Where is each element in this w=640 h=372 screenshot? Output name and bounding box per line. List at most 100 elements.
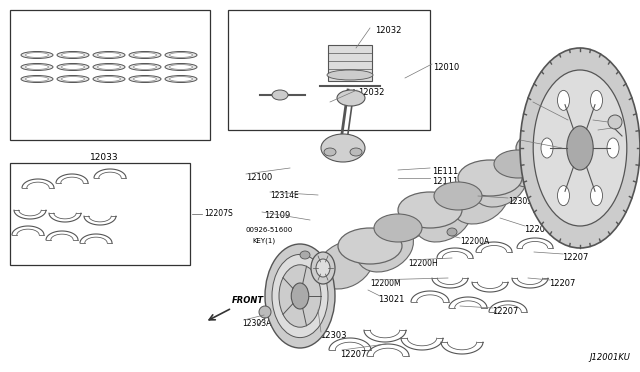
Ellipse shape: [170, 65, 193, 70]
Ellipse shape: [97, 65, 120, 70]
Ellipse shape: [516, 130, 580, 166]
Text: 12303A: 12303A: [242, 319, 271, 328]
Bar: [228, 10, 430, 130]
Ellipse shape: [494, 150, 542, 178]
Text: 12333: 12333: [595, 118, 621, 127]
Text: 12314E: 12314E: [270, 191, 299, 200]
Ellipse shape: [272, 90, 288, 100]
Ellipse shape: [541, 138, 553, 158]
Text: 12200: 12200: [524, 225, 550, 234]
Ellipse shape: [129, 76, 161, 83]
Ellipse shape: [591, 90, 602, 110]
Ellipse shape: [434, 182, 482, 210]
Ellipse shape: [474, 163, 527, 207]
Text: 12100: 12100: [246, 173, 272, 182]
Ellipse shape: [374, 214, 422, 242]
Text: 12200A: 12200A: [460, 237, 489, 246]
Ellipse shape: [21, 51, 53, 58]
Bar: [328, 45, 372, 81]
Text: 12303F: 12303F: [508, 197, 536, 206]
Ellipse shape: [165, 76, 197, 83]
Ellipse shape: [350, 148, 362, 156]
Ellipse shape: [311, 252, 335, 284]
Ellipse shape: [165, 64, 197, 71]
Ellipse shape: [61, 77, 84, 81]
Ellipse shape: [452, 176, 508, 224]
Bar: [10, 163, 190, 265]
Ellipse shape: [447, 228, 457, 236]
Text: 12200M: 12200M: [370, 279, 401, 288]
Text: 13021: 13021: [378, 295, 404, 304]
Ellipse shape: [533, 70, 627, 226]
Text: 12010: 12010: [433, 63, 460, 72]
Text: 12111: 12111: [432, 177, 458, 186]
Ellipse shape: [316, 259, 330, 277]
Ellipse shape: [170, 52, 193, 57]
Ellipse shape: [26, 65, 49, 70]
Ellipse shape: [356, 224, 413, 272]
Ellipse shape: [259, 306, 271, 318]
Ellipse shape: [520, 48, 640, 248]
Ellipse shape: [291, 283, 308, 309]
Ellipse shape: [129, 64, 161, 71]
Ellipse shape: [21, 64, 53, 71]
Text: 12200H: 12200H: [408, 259, 438, 268]
Ellipse shape: [57, 76, 89, 83]
Ellipse shape: [272, 254, 328, 338]
Ellipse shape: [321, 134, 365, 162]
Text: 12032: 12032: [358, 88, 385, 97]
Ellipse shape: [170, 77, 193, 81]
Ellipse shape: [57, 51, 89, 58]
Ellipse shape: [591, 186, 602, 206]
Text: KEY(1): KEY(1): [252, 237, 275, 244]
Ellipse shape: [97, 77, 120, 81]
Text: J12001KU: J12001KU: [589, 353, 630, 362]
Ellipse shape: [61, 65, 84, 70]
Text: 12331: 12331: [535, 100, 561, 109]
Ellipse shape: [324, 148, 336, 156]
Text: 12207: 12207: [549, 279, 575, 288]
Ellipse shape: [97, 52, 120, 57]
Ellipse shape: [265, 244, 335, 348]
Ellipse shape: [607, 138, 619, 158]
Ellipse shape: [93, 51, 125, 58]
Text: 12032: 12032: [375, 26, 401, 35]
Text: 12207: 12207: [340, 350, 366, 359]
Bar: [10, 10, 210, 140]
Text: 12303: 12303: [320, 331, 346, 340]
Ellipse shape: [337, 90, 365, 106]
Ellipse shape: [165, 51, 197, 58]
Ellipse shape: [415, 194, 472, 242]
Ellipse shape: [300, 251, 310, 259]
Text: 12207: 12207: [492, 307, 518, 316]
Ellipse shape: [557, 90, 570, 110]
Ellipse shape: [93, 76, 125, 83]
Ellipse shape: [567, 126, 593, 170]
Text: 12109: 12109: [264, 211, 291, 220]
Ellipse shape: [26, 77, 49, 81]
Ellipse shape: [21, 76, 53, 83]
Ellipse shape: [327, 70, 373, 80]
Ellipse shape: [338, 228, 402, 264]
Ellipse shape: [134, 65, 157, 70]
Ellipse shape: [458, 160, 522, 196]
Text: 1E111: 1E111: [432, 167, 458, 176]
Text: 12033: 12033: [90, 153, 118, 162]
Ellipse shape: [57, 64, 89, 71]
Ellipse shape: [279, 265, 321, 327]
Text: 12207S: 12207S: [204, 209, 233, 218]
Text: FRONT: FRONT: [232, 296, 264, 305]
Ellipse shape: [557, 186, 570, 206]
Text: 00926-51600: 00926-51600: [246, 227, 293, 233]
Text: 12330: 12330: [521, 139, 547, 148]
Ellipse shape: [129, 51, 161, 58]
Ellipse shape: [608, 115, 622, 129]
Ellipse shape: [134, 77, 157, 81]
Text: 12310A: 12310A: [598, 129, 627, 138]
Text: 12207: 12207: [562, 253, 588, 262]
Ellipse shape: [26, 52, 49, 57]
Ellipse shape: [93, 64, 125, 71]
Ellipse shape: [317, 241, 373, 289]
Ellipse shape: [134, 52, 157, 57]
Ellipse shape: [61, 52, 84, 57]
